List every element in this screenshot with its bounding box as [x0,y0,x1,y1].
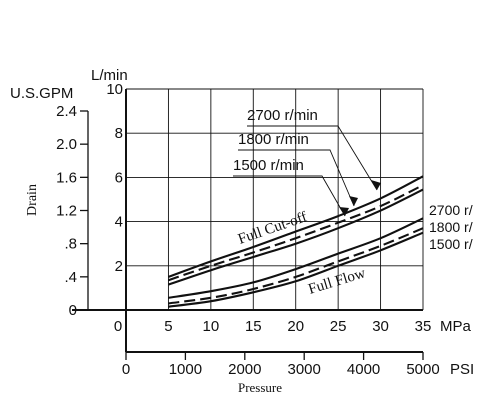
x-psi-tick-label: 2000 [228,361,261,378]
x-mpa-tick-label: 25 [330,318,347,335]
x-psi-unit-label: PSI [450,361,474,378]
y-lmin-tick-label: 2 [115,258,123,275]
x-psi-tick-label: 1000 [169,361,202,378]
y-axis-title: Drain [25,184,40,216]
axes [72,89,424,360]
x-mpa-tick-label: 5 [164,318,172,335]
arrow-1800 [349,196,358,206]
y-gpm-tick-label: 0 [69,302,77,319]
y-gpm-tick-label: 1.6 [56,169,77,186]
series-line-full-flow-2700 [168,217,424,299]
x-psi-tick-label: 5000 [406,361,439,378]
right-label-1800: 1800 r/ [429,219,473,235]
annotation-arrows [339,180,381,216]
x-mpa-tick-label: 30 [372,318,389,335]
y-gpm-tick-label: 2.4 [56,103,77,120]
x-mpa-unit-label: MPa [440,318,472,335]
curves [168,175,424,308]
y-gpm-tick-label: .4 [64,269,77,286]
y-gpm-unit-label: U.S.GPM [10,85,73,102]
x-mpa-tick-label: 10 [203,318,220,335]
x-mpa-tick-label: 15 [245,318,262,335]
x-axis-title: Pressure [238,380,282,395]
annotation-1800: 1800 r/min [238,131,309,148]
x-mpa-tick-label: 35 [415,318,432,335]
series-line-full-flow-1500 [168,231,424,308]
y-gpm-tick-label: 1.2 [56,203,77,220]
leader-1500 [233,175,346,217]
leader-1800 [238,149,355,207]
y-gpm-tick-label: 2.0 [56,136,77,153]
x-psi-tick-label: 3000 [288,361,321,378]
y-lmin-tick-label: 10 [106,81,123,98]
right-label-1500: 1500 r/ [429,236,473,252]
x-mpa-tick-label: 20 [287,318,304,335]
series-line-full-flow-1800 [168,227,424,305]
y-lmin-tick-label: 4 [115,214,123,231]
y-lmin-tick-label: 6 [115,169,123,186]
x-psi-tick-label: 0 [122,361,130,378]
series-line-full-cut-off-2700 [168,175,424,278]
y-lmin-unit-label: L/min [91,67,128,84]
annotation-2700: 2700 r/min [247,107,318,124]
arrow-1500 [339,207,349,216]
series-line-full-cut-off-1500 [168,188,424,286]
labels: L/min U.S.GPM Drain MPa PSI Pressure Ful… [10,67,474,395]
y-lmin-tick-label: 8 [115,125,123,142]
arrow-2700 [371,180,381,190]
leader-2700 [247,125,378,191]
annotation-1500: 1500 r/min [233,157,304,174]
x-mpa-tick-label: 0 [114,318,122,335]
y-gpm-tick-label: .8 [64,236,77,253]
annotation-leaders [233,125,378,217]
series-line-full-cut-off-1800 [168,184,424,282]
right-label-2700: 2700 r/ [429,202,473,218]
x-psi-tick-label: 4000 [347,361,380,378]
